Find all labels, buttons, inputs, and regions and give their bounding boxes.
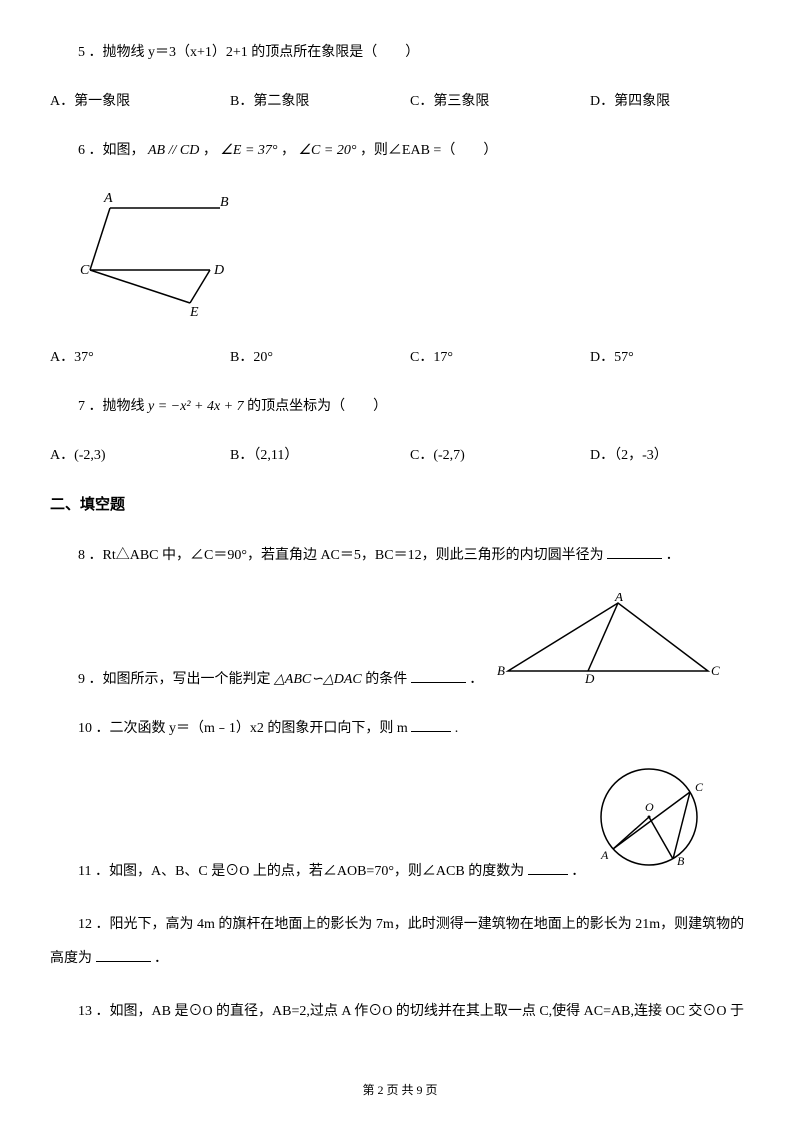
question-6: 6 ．如图， AB // CD ， ∠E = 37° ， ∠C = 20° ，则…: [50, 138, 750, 163]
q11-label-c: C: [695, 780, 704, 794]
q11-period: ．: [571, 864, 585, 879]
q11-blank: [528, 861, 568, 875]
page-footer: 第 2 页 共 9 页: [0, 1080, 800, 1102]
q6-sep1: ，: [203, 143, 217, 158]
q11-label-o: O: [645, 800, 654, 814]
q6-svg: A B C D E: [80, 188, 250, 318]
q7-suffix: 的顶点坐标为（ ）: [247, 399, 387, 414]
q9-label-c: C: [711, 663, 720, 678]
question-11: 11 ．如图，A、B、C 是⊙O 上的点，若∠AOB=70°，则∠ACB 的度数…: [50, 765, 750, 884]
q6-option-a: A．37°: [50, 345, 160, 370]
q6-abcd: AB // CD: [148, 143, 199, 158]
q9-sim: △ABC∽△DAC: [274, 672, 362, 687]
q6-label-b: B: [220, 195, 229, 210]
q9-label-d: D: [584, 671, 595, 683]
q9-label-b: B: [497, 663, 505, 678]
question-7: 7 ．抛物线 y = −x² + 4x + 7 的顶点坐标为（ ）: [50, 394, 750, 419]
q6-suffix: ，则∠EAB =（ ）: [360, 143, 497, 158]
q6-angle-e: ∠E = 37°: [220, 143, 277, 158]
question-8: 8 ．Rt△ABC 中，∠C＝90°，若直角边 AC＝5，BC＝12，则此三角形…: [50, 543, 750, 568]
section-2-title: 二、填空题: [50, 492, 750, 519]
q6-option-d: D．57°: [590, 345, 700, 370]
q8-period: ．: [666, 548, 680, 563]
question-9: 9 ．如图所示，写出一个能判定 △ABC∽△DAC 的条件 ． A B C D: [50, 593, 750, 692]
q11-label-a: A: [600, 848, 609, 862]
q7-option-a: A．(-2,3): [50, 443, 160, 468]
q6-label-a: A: [103, 191, 113, 206]
question-12: 12 ．阳光下，高为 4m 的旗杆在地面上的影长为 7m，此时测得一建筑物在地面…: [50, 908, 750, 975]
q9-suffix: 的条件: [365, 672, 407, 687]
q7-option-d: D．（2，-3）: [590, 443, 700, 468]
q6-label-c: C: [80, 263, 90, 278]
q11-svg: O A B C: [591, 765, 711, 875]
q12-line1: 12 ．阳光下，高为 4m 的旗杆在地面上的影长为 7m，此时测得一建筑物在地面…: [50, 908, 750, 942]
q7-prefix: 7 ．抛物线: [78, 399, 145, 414]
question-10: 10 ．二次函数 y＝（m﹣1）x2 的图象开口向下，则 m .: [50, 716, 750, 741]
q9-prefix: 9 ．如图所示，写出一个能判定: [78, 672, 271, 687]
q12-line2-prefix: 高度为: [50, 951, 92, 966]
q5-options: A．第一象限 B．第二象限 C．第三象限 D．第四象限: [50, 89, 750, 114]
q9-label-a: A: [614, 593, 623, 604]
q6-figure: A B C D E: [80, 188, 750, 327]
q9-svg: A B C D: [493, 593, 723, 683]
q12-blank: [96, 948, 151, 962]
q6-label-e: E: [189, 305, 199, 318]
q7-formula: y = −x² + 4x + 7: [148, 399, 247, 414]
q5-text: 5 ．抛物线 y＝3（x+1）2+1 的顶点所在象限是（ ）: [78, 45, 419, 60]
q6-options: A．37° B．20° C．17° D．57°: [50, 345, 750, 370]
q9-blank: [411, 669, 466, 683]
q11-label-b: B: [677, 854, 685, 868]
q6-angle-c: ∠C = 20°: [299, 143, 357, 158]
q9-figure: A B C D: [493, 593, 723, 692]
q6-sep2: ，: [281, 143, 295, 158]
q5-option-d: D．第四象限: [590, 89, 700, 114]
q8-text: 8 ．Rt△ABC 中，∠C＝90°，若直角边 AC＝5，BC＝12，则此三角形…: [78, 548, 604, 563]
q11-text: 11 ．如图，A、B、C 是⊙O 上的点，若∠AOB=70°，则∠ACB 的度数…: [78, 864, 524, 879]
q7-option-c: C．(-2,7): [410, 443, 520, 468]
q11-text-wrap: 11 ．如图，A、B、C 是⊙O 上的点，若∠AOB=70°，则∠ACB 的度数…: [50, 859, 585, 884]
q7-options: A．(-2,3) B．（2,11） C．(-2,7) D．（2，-3）: [50, 443, 750, 468]
q5-option-a: A．第一象限: [50, 89, 160, 114]
q6-option-b: B．20°: [230, 345, 340, 370]
q5-option-c: C．第三象限: [410, 89, 520, 114]
q13-text: 13 ．如图，AB 是⊙O 的直径，AB=2,过点 A 作⊙O 的切线并在其上取…: [78, 1004, 744, 1019]
q10-prefix: 10 ．二次函数 y＝（m﹣1）x2 的图象开口向下，则 m: [78, 721, 408, 736]
q12-period: ．: [154, 951, 168, 966]
q8-blank: [607, 545, 662, 559]
q11-figure: O A B C: [591, 765, 711, 884]
q7-option-b: B．（2,11）: [230, 443, 340, 468]
q10-blank: [411, 718, 451, 732]
question-5: 5 ．抛物线 y＝3（x+1）2+1 的顶点所在象限是（ ）: [50, 40, 750, 65]
q9-period: ．: [469, 672, 483, 687]
q6-label-d: D: [213, 263, 224, 278]
q10-period: .: [455, 721, 459, 736]
question-13: 13 ．如图，AB 是⊙O 的直径，AB=2,过点 A 作⊙O 的切线并在其上取…: [50, 999, 750, 1024]
q9-text-wrap: 9 ．如图所示，写出一个能判定 △ABC∽△DAC 的条件 ．: [50, 667, 483, 692]
q5-option-b: B．第二象限: [230, 89, 340, 114]
q6-prefix: 6 ．如图，: [78, 143, 145, 158]
q12-line2-wrap: 高度为 ．: [50, 942, 750, 976]
q6-option-c: C．17°: [410, 345, 520, 370]
